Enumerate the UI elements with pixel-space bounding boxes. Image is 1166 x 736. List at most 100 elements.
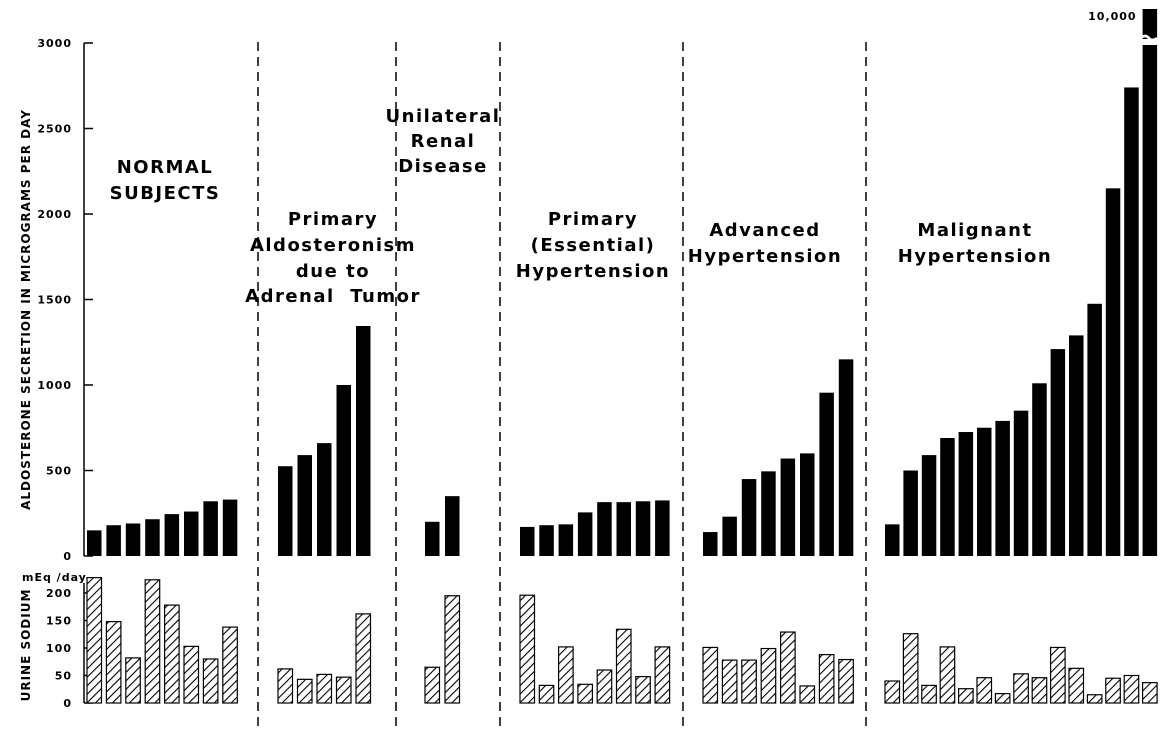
urine-sodium-bar: [741, 659, 757, 704]
urine-sodium-bar: [519, 594, 536, 704]
aldosterone-bar: [145, 519, 160, 556]
group-label-line: Advanced: [709, 220, 820, 241]
aldosterone-bar: [800, 453, 815, 556]
group-label-line: Primary: [288, 209, 378, 230]
bottom-y-axis-title: URINE SODIUM: [19, 589, 33, 702]
aldosterone-bar: [539, 525, 554, 556]
urine-sodium-bar: [976, 677, 993, 704]
urine-sodium-bar: [1105, 677, 1121, 704]
aldosterone-bar: [520, 526, 535, 556]
axis-break-mark: [1139, 34, 1158, 42]
urine-sodium-bar: [1141, 682, 1158, 704]
group-label-line: Hypertension: [898, 246, 1052, 267]
bottom-y-tick-label: 200: [46, 587, 72, 600]
group-label-line: Hypertension: [688, 246, 842, 267]
aldosterone-bar: [1032, 383, 1047, 556]
aldosterone-bar: [1069, 335, 1084, 556]
aldosterone-bar: [819, 392, 834, 556]
group-label-line: (Essential): [531, 235, 656, 256]
aldosterone-bar: [1050, 349, 1066, 556]
bottom-y-tick-label: 100: [46, 642, 72, 655]
urine-sodium-bar: [957, 688, 974, 704]
urine-sodium-bar: [355, 613, 372, 704]
aldosterone-bar: [635, 501, 651, 556]
aldosterone-bar: [903, 470, 918, 556]
urine-sodium-bar: [1086, 694, 1103, 704]
group-label-line: Malignant: [917, 220, 1032, 241]
aldosterone-bar: [722, 516, 737, 556]
aldosterone-bar: [203, 501, 218, 556]
urine-sodium-bar: [444, 595, 461, 704]
top-y-tick-label: 2000: [37, 208, 72, 221]
urine-sodium-bar: [202, 658, 219, 704]
urine-sodium-bar: [557, 646, 574, 704]
urine-sodium-bar: [296, 678, 313, 704]
urine-sodium-bar: [921, 684, 937, 704]
aldosterone-bar: [597, 502, 612, 556]
aldosterone-bar: [558, 524, 574, 556]
top-y-tick-label: 0: [63, 550, 72, 563]
urine-sodium-bar: [105, 620, 122, 704]
top-y-tick-label: 1500: [37, 294, 72, 307]
urine-sodium-bar: [316, 673, 333, 704]
aldosterone-bar: [921, 455, 937, 556]
urine-sodium-bar: [1031, 677, 1048, 704]
aldosterone-bar: [577, 512, 593, 556]
aldosterone-bar: [958, 432, 974, 556]
urine-sodium-bar: [277, 668, 294, 704]
overflow-value-label: 10,000: [1088, 10, 1136, 23]
urine-sodium-bar: [902, 633, 919, 704]
aldosterone-bar: [356, 326, 371, 556]
aldosterone-bar: [1124, 87, 1139, 557]
group-label-line: Renal: [411, 131, 476, 152]
bottom-unit-label: mEq /day: [22, 571, 87, 584]
group-label-line: Unilateral: [386, 106, 501, 127]
urine-sodium-bar: [994, 693, 1011, 704]
urine-sodium-bar: [1123, 674, 1140, 704]
aldosterone-bar: [995, 420, 1010, 556]
aldosterone-bar: [885, 524, 900, 556]
aldosterone-bar: [940, 438, 955, 556]
urine-sodium-bar: [884, 680, 901, 704]
urine-sodium-bar: [702, 646, 719, 704]
aldosterone-bar: [655, 500, 670, 556]
urine-sodium-bar: [222, 626, 238, 704]
urine-sodium-bar: [615, 628, 632, 704]
aldosterone-bar: [741, 479, 757, 556]
aldosterone-bar: [222, 499, 238, 556]
urine-sodium-bar: [799, 685, 816, 704]
aldosterone-bar: [184, 511, 199, 556]
urine-sodium-bar: [538, 684, 555, 704]
urine-sodium-bar: [125, 657, 141, 704]
aldosterone-bar: [780, 458, 796, 556]
top-y-axis-title: ALDOSTERONE SECRETION IN MICROGRAMS PER …: [19, 109, 33, 510]
urine-sodium-bar: [654, 646, 671, 704]
urine-sodium-bar: [838, 658, 854, 704]
aldosterone-bar: [336, 385, 351, 556]
aldosterone-bar: [125, 523, 141, 556]
aldosterone-bar: [1013, 410, 1029, 556]
top-y-tick-label: 1000: [37, 379, 72, 392]
group-label-line: Hypertension: [516, 261, 670, 282]
aldosterone-bar: [164, 514, 180, 556]
aldosterone-bar: [703, 532, 718, 556]
aldosterone-bar: [278, 466, 293, 556]
bottom-y-tick-label: 50: [55, 670, 72, 683]
urine-sodium-bar: [577, 683, 594, 704]
aldosterone-bar: [317, 443, 332, 556]
aldosterone-bar: [1105, 188, 1121, 556]
urine-sodium-bar: [939, 646, 956, 704]
urine-sodium-bar: [635, 675, 651, 704]
aldosterone-bar: [761, 471, 776, 556]
top-y-tick-label: 500: [46, 465, 72, 478]
urine-sodium-bar: [1013, 673, 1029, 704]
aldosterone-bar: [297, 455, 312, 556]
aldosterone-bar: [87, 530, 102, 556]
bottom-y-tick-label: 150: [46, 615, 72, 628]
aldosterone-bar: [977, 427, 992, 556]
aldosterone-bar: [1087, 303, 1102, 556]
aldosterone-bar: [616, 502, 631, 556]
aldosterone-bar: [106, 525, 121, 556]
aldosterone-bar: [445, 496, 460, 556]
